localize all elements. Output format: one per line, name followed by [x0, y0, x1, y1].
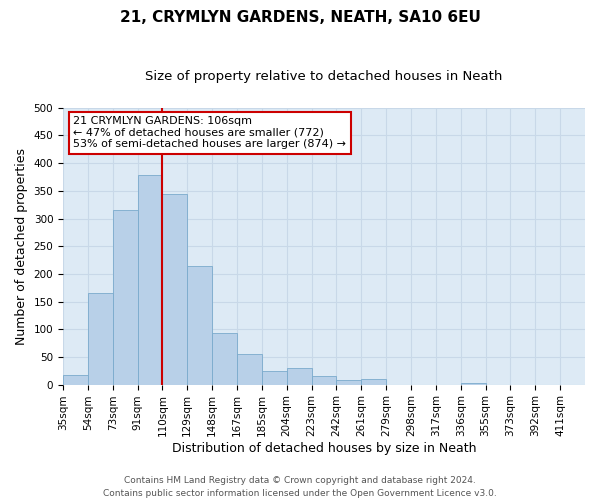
- X-axis label: Distribution of detached houses by size in Neath: Distribution of detached houses by size …: [172, 442, 476, 455]
- Bar: [88, 293, 113, 384]
- Text: Contains HM Land Registry data © Crown copyright and database right 2024.
Contai: Contains HM Land Registry data © Crown c…: [103, 476, 497, 498]
- Bar: [212, 333, 237, 384]
- Bar: [187, 266, 212, 384]
- Bar: [113, 210, 137, 384]
- Bar: [361, 379, 386, 384]
- Bar: [163, 194, 187, 384]
- Text: 21 CRYMLYN GARDENS: 106sqm
← 47% of detached houses are smaller (772)
53% of sem: 21 CRYMLYN GARDENS: 106sqm ← 47% of deta…: [73, 116, 346, 150]
- Bar: [287, 368, 311, 384]
- Bar: [237, 354, 262, 384]
- Bar: [137, 176, 163, 384]
- Bar: [262, 371, 287, 384]
- Title: Size of property relative to detached houses in Neath: Size of property relative to detached ho…: [145, 70, 503, 83]
- Bar: [337, 380, 361, 384]
- Bar: [311, 376, 337, 384]
- Text: 21, CRYMLYN GARDENS, NEATH, SA10 6EU: 21, CRYMLYN GARDENS, NEATH, SA10 6EU: [119, 10, 481, 25]
- Y-axis label: Number of detached properties: Number of detached properties: [15, 148, 28, 344]
- Bar: [63, 375, 88, 384]
